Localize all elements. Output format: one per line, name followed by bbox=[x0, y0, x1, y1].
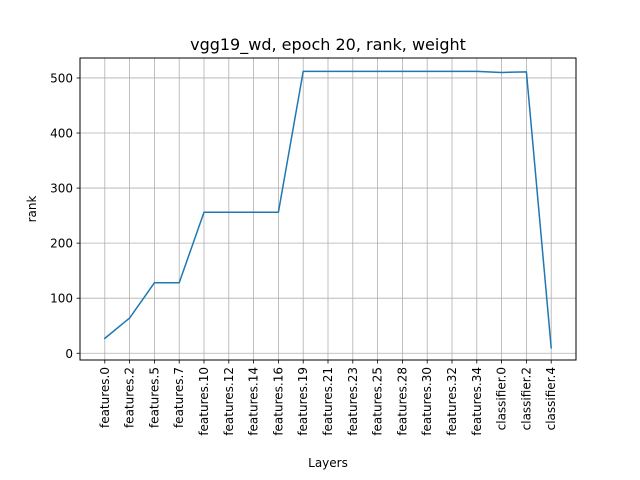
series-line bbox=[103, 70, 553, 349]
x-tick-label: features.23 bbox=[346, 367, 360, 436]
x-tick-label: features.14 bbox=[247, 367, 261, 436]
x-tick-label: features.16 bbox=[271, 367, 285, 436]
x-tick-label: features.0 bbox=[98, 367, 112, 428]
x-tick-label: features.2 bbox=[123, 367, 137, 428]
y-tick-label: 400 bbox=[50, 127, 73, 141]
y-tick-label: 300 bbox=[50, 182, 73, 196]
x-tick-label: features.19 bbox=[296, 367, 310, 436]
x-tick-label: features.21 bbox=[321, 367, 335, 436]
x-tick-label: classifier.4 bbox=[544, 367, 558, 430]
x-tick-label: features.7 bbox=[172, 367, 186, 428]
series-layer bbox=[103, 70, 553, 349]
x-axis: features.0 features.2 features.5 features.7… bbox=[98, 360, 558, 436]
x-tick-label: features.32 bbox=[445, 367, 459, 436]
y-axis-label: rank bbox=[25, 196, 39, 223]
y-axis: 0 100 200 300 400 500 bbox=[50, 71, 80, 361]
y-tick-label: 500 bbox=[50, 71, 73, 85]
y-tick-label: 200 bbox=[50, 237, 73, 251]
x-tick-label: features.34 bbox=[470, 367, 484, 436]
y-tick-label: 100 bbox=[50, 292, 73, 306]
x-axis-label: Layers bbox=[308, 456, 348, 470]
grid bbox=[80, 58, 576, 360]
x-tick-label: features.5 bbox=[147, 367, 161, 428]
x-tick-label: classifier.2 bbox=[519, 367, 533, 430]
x-tick-label: features.28 bbox=[395, 367, 409, 436]
y-tick-label: 0 bbox=[65, 347, 73, 361]
x-tick-label: features.12 bbox=[222, 367, 236, 436]
chart-title: vgg19_wd, epoch 20, rank, weight bbox=[190, 35, 466, 55]
x-tick-label: features.30 bbox=[420, 367, 434, 436]
x-tick-label: features.10 bbox=[197, 367, 211, 436]
x-tick-label: features.25 bbox=[371, 367, 385, 436]
x-tick-label: classifier.0 bbox=[495, 367, 509, 430]
